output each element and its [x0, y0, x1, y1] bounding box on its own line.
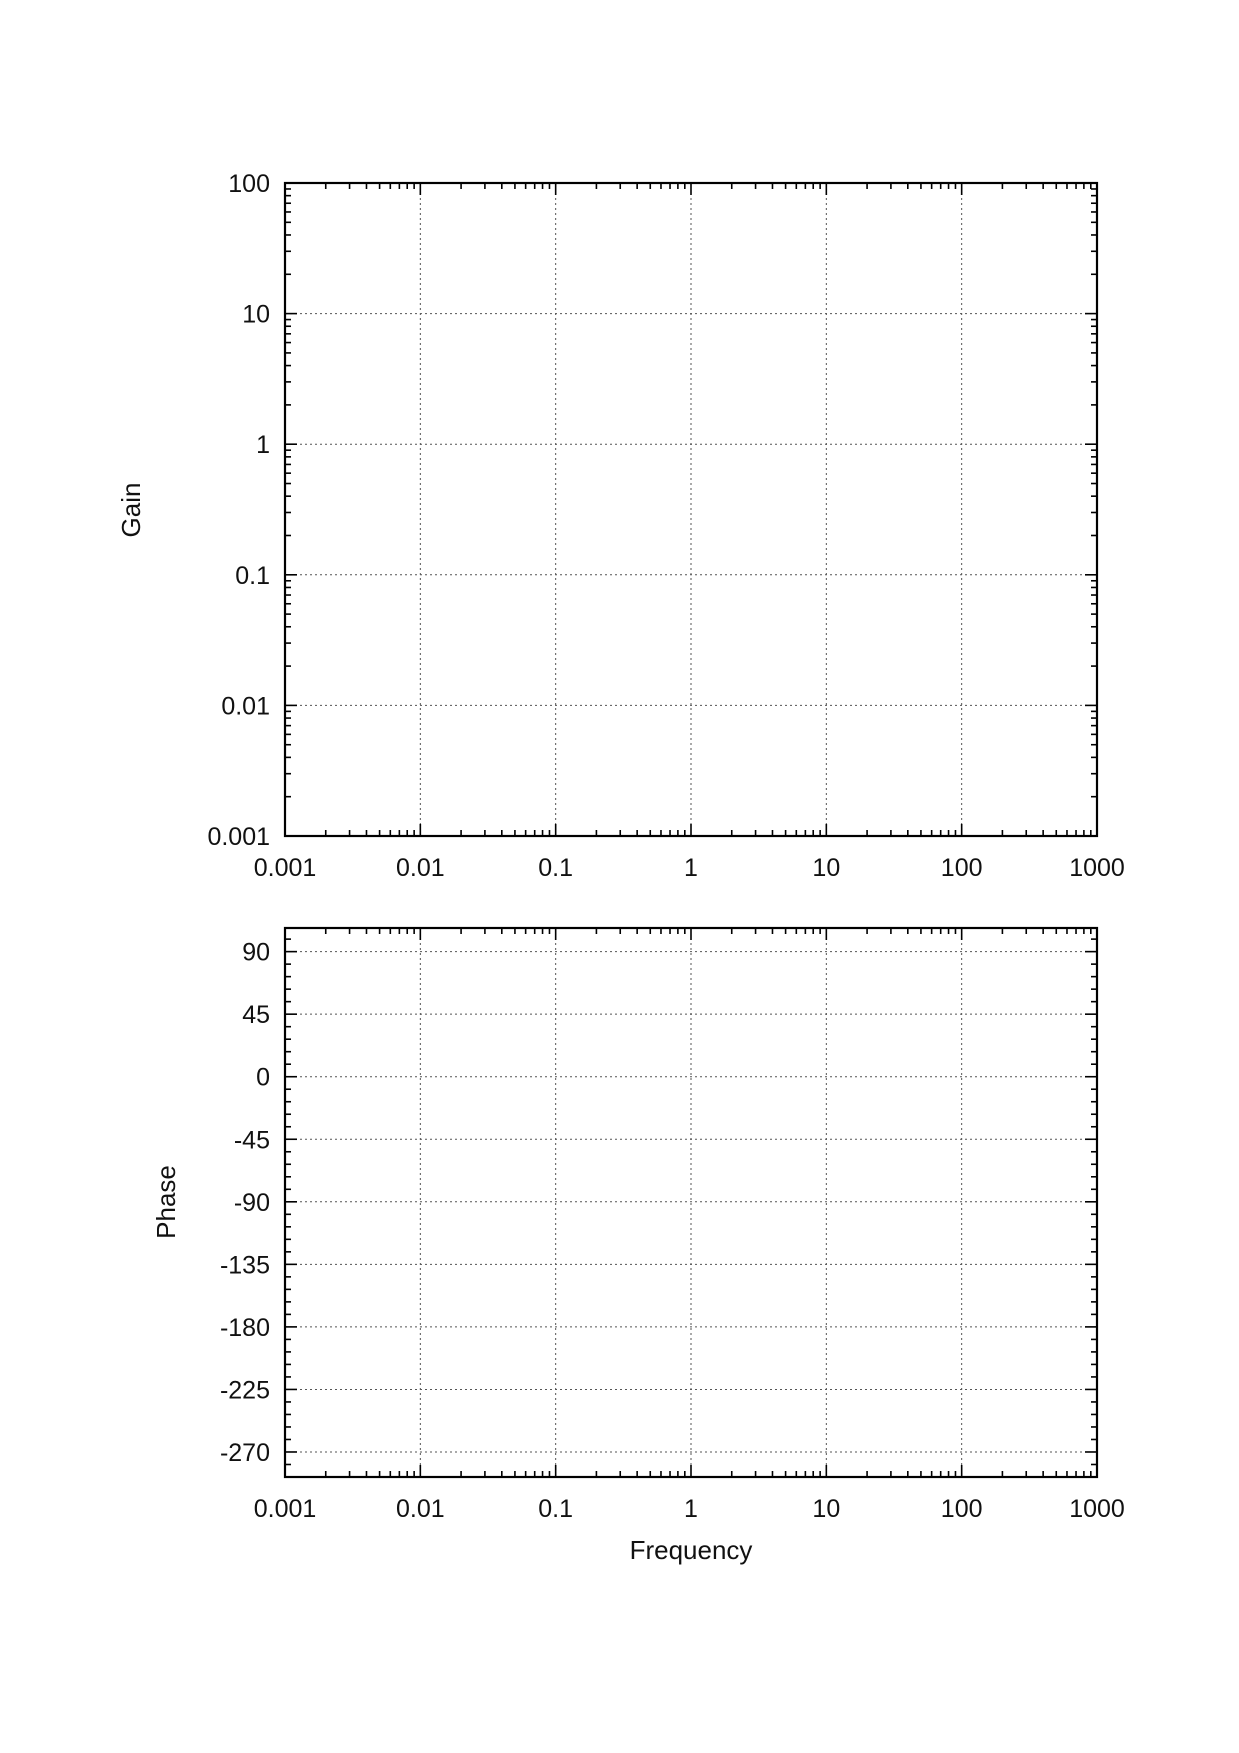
phase-y-tick-label: -180 [220, 1314, 270, 1342]
gain-x-tick-label: 1000 [1069, 854, 1125, 882]
frequency-x-axis-label: Frequency [630, 1535, 753, 1565]
gain-y-tick-label: 100 [228, 170, 270, 198]
phase-plot: 0.001 0.01 0.1 1 10 100 1000 90 45 0 -45 -90 -135 -1… [151, 926, 1125, 1565]
gain-x-tick-label: 10 [812, 854, 840, 882]
gain-y-tick-labels: 0.001 0.01 0.1 1 10 100 [207, 170, 270, 851]
gain-y-tick-label: 10 [242, 301, 270, 329]
phase-y-tick-label: -270 [220, 1439, 270, 1467]
gain-y-tick-label: 0.001 [207, 823, 270, 851]
gain-x-tick-label: 100 [941, 854, 983, 882]
phase-plot-frame [283, 926, 1099, 1479]
gain-y-tick-label: 1 [256, 431, 270, 459]
phase-grid [285, 928, 1097, 1477]
gain-plot: 0.001 0.01 0.1 1 10 100 1000 0.001 0.01 0.1 1 10 10… [116, 170, 1125, 882]
phase-y-axis-label: Phase [151, 1165, 181, 1239]
phase-y-tick-label: 90 [242, 939, 270, 967]
gain-plot-frame [283, 181, 1099, 838]
phase-y-tick-label: -90 [234, 1189, 270, 1217]
gain-x-tick-label: 0.01 [396, 854, 445, 882]
phase-x-tick-labels: 0.001 0.01 0.1 1 10 100 1000 [254, 1495, 1125, 1523]
phase-x-tick-label: 0.001 [254, 1495, 317, 1523]
gain-x-tick-label: 1 [684, 854, 698, 882]
phase-y-tick-label: 45 [242, 1001, 270, 1029]
gain-x-tick-label: 0.1 [538, 854, 573, 882]
phase-y-tick-label: -45 [234, 1126, 270, 1154]
phase-x-tick-label: 100 [941, 1495, 983, 1523]
gain-y-tick-label: 0.01 [221, 692, 270, 720]
phase-x-tick-label: 0.1 [538, 1495, 573, 1523]
gain-grid [285, 183, 1097, 836]
phase-x-tick-label: 10 [812, 1495, 840, 1523]
gain-y-axis-label: Gain [116, 483, 146, 538]
gain-x-tick-labels: 0.001 0.01 0.1 1 10 100 1000 [254, 854, 1125, 882]
phase-x-tick-label: 1000 [1069, 1495, 1125, 1523]
gain-x-tick-label: 0.001 [254, 854, 317, 882]
phase-y-tick-label: 0 [256, 1064, 270, 1092]
phase-y-tick-label: -225 [220, 1376, 270, 1404]
phase-y-tick-labels: 90 45 0 -45 -90 -135 -180 -225 -270 [220, 939, 270, 1467]
phase-x-tick-label: 1 [684, 1495, 698, 1523]
gain-y-tick-label: 0.1 [235, 562, 270, 590]
phase-x-tick-label: 0.01 [396, 1495, 445, 1523]
phase-y-tick-label: -135 [220, 1251, 270, 1279]
